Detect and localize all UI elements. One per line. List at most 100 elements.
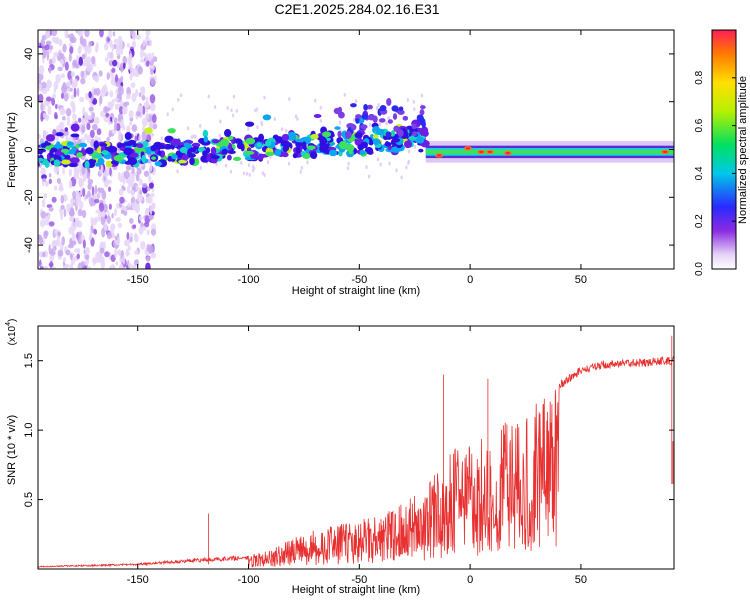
spectrogram-faint-dot (186, 126, 190, 131)
spectrogram-noise-dot (138, 215, 143, 221)
spectrogram-noise-dot (90, 237, 95, 247)
spectrogram-faint-dot (171, 107, 174, 112)
spectrogram-noise-dot (93, 228, 98, 235)
spectrogram-noise-dot (80, 77, 86, 85)
spectrogram-noise-dot (95, 87, 101, 96)
spectrogram-noise-dot (108, 59, 114, 67)
spectrogram-signal-blob (55, 132, 64, 137)
spectrogram-faint-dot (245, 171, 249, 176)
spectrogram-noise-dot (69, 215, 75, 222)
spectrogram-faint-dot (412, 99, 416, 104)
spectrogram-faint-dot (247, 163, 251, 168)
spectrogram-noise-dot (149, 162, 153, 172)
colorbar: 0.0 0.2 0.4 0.6 0.8 Normalized spectral ampl… (694, 29, 749, 276)
spectrogram-signal-blob (227, 135, 234, 141)
spectrogram-noise-dot (139, 49, 144, 59)
spectrogram-noise-dot (98, 70, 103, 77)
spectrogram-noise-dot (68, 180, 73, 189)
spectrogram-noise-dot (108, 30, 112, 39)
spectrogram-faint-dot (266, 160, 270, 165)
spectrogram-noise-dot (103, 203, 108, 213)
spectrogram-faint-dot (213, 104, 217, 109)
spectrogram-noise-dot (102, 171, 109, 177)
spectrogram-faint-dot (338, 120, 342, 125)
spectrogram-noise-dot (72, 113, 77, 121)
spectrogram-noise-dot (61, 236, 65, 246)
spectrogram-signal-blob (262, 114, 272, 121)
spectrogram-faint-dot (285, 128, 288, 133)
spectrogram-signal-blob (258, 153, 264, 161)
spectrogram-noise-dot (131, 264, 137, 269)
spectrogram-noise-dot (40, 210, 47, 219)
colorbar-ticks: 0.0 0.2 0.4 0.6 0.8 (694, 70, 736, 276)
spectrogram-noise-dot (117, 222, 123, 228)
spectrogram-noise-dot (59, 107, 65, 116)
spectrogram-x-tick-label: -50 (351, 274, 367, 286)
spectrogram-noise-dot (141, 125, 146, 132)
spectrogram-noise-dot (140, 241, 146, 250)
spectrogram-noise-dot (145, 196, 151, 204)
spectrogram-noise-dot (107, 115, 111, 126)
colorbar-tick-label: 0.2 (694, 214, 705, 228)
spectrogram-faint-dot (299, 169, 303, 174)
spectrogram-noise-dot (126, 232, 130, 241)
spectrogram-faint-dot (251, 164, 255, 169)
spectrogram-noise-dot (40, 38, 46, 47)
spectrogram-faint-dot (368, 122, 372, 127)
spectrogram-noise-dot (65, 134, 69, 142)
spectrogram-x-label: Height of straight line (km) (292, 285, 420, 297)
spectrogram-noise-dot (109, 167, 112, 177)
spectrogram-upper-blob (416, 114, 423, 122)
spectrogram-noise-dot (145, 30, 151, 37)
spectrogram-upper-blob (385, 131, 392, 138)
spectrogram-faint-dot (388, 161, 391, 166)
spectrogram-faint-dot (377, 103, 380, 108)
spectrogram-noise-dot (127, 263, 133, 269)
spectrogram-signal-blob (227, 150, 236, 155)
spectrogram-upper-blob (337, 130, 342, 138)
spectrogram-noise-dot (48, 66, 52, 74)
spectrogram-noise-dot (122, 55, 127, 66)
spectrogram-noise-dot (43, 265, 49, 269)
spectrogram-noise-dot (56, 236, 61, 247)
spectrogram-noise-dot (84, 111, 88, 119)
spectrogram-noise-dot (136, 167, 142, 175)
spectrogram-faint-dot (219, 119, 222, 124)
spectrogram-noise-dot (135, 34, 141, 40)
spectrogram-noise-dot (115, 123, 121, 132)
spectrogram-noise-dot (123, 62, 126, 69)
spectrogram-noise-dot (46, 96, 52, 102)
spectrogram-noise-dot (46, 50, 50, 61)
spectrogram-faint-dot (319, 105, 322, 110)
spectrogram-signal-blob (206, 155, 211, 162)
spectrogram-noise-dot (71, 103, 76, 114)
spectrogram-signal-blob (45, 134, 56, 142)
spectrogram-noise-dot (152, 56, 158, 63)
spectrogram-noise-dot (62, 260, 66, 267)
spectrogram-noise-dot (102, 84, 108, 95)
spectrogram-noise-dot (101, 190, 107, 200)
spectrogram-noise-dot (61, 84, 68, 94)
spectrogram-noise-dot (132, 173, 135, 183)
spectrogram-noise-dot (45, 31, 49, 39)
spectrogram-noise-dot (41, 198, 46, 208)
spectrogram-noise-dot (108, 179, 112, 185)
spectrogram-noise-dot (68, 42, 72, 48)
spectrogram-noise-dot (141, 94, 146, 101)
spectrogram-signal-blob (66, 141, 74, 146)
spectrogram-upper-blob (386, 97, 392, 106)
spectrogram-signal-blob (316, 134, 326, 141)
colorbar-tick-label: 0.0 (694, 262, 705, 276)
spectrogram-noise-dot (140, 58, 146, 63)
spectrogram-noise-dot (72, 233, 76, 239)
spectrogram-hot-core (436, 154, 442, 157)
spectrogram-noise-dot (58, 121, 65, 130)
spectrogram-noise-dot (131, 167, 135, 175)
spectrogram-upper-blob (345, 131, 352, 139)
spectrogram-y-tick-label: 0 (23, 146, 35, 152)
spectrogram-noise-dot (117, 117, 122, 122)
spectrogram-signal-blob (50, 147, 58, 153)
spectrogram-noise-dot (81, 165, 86, 175)
spectrogram-faint-dot (367, 174, 371, 179)
spectrogram-signal-blob (202, 150, 208, 157)
